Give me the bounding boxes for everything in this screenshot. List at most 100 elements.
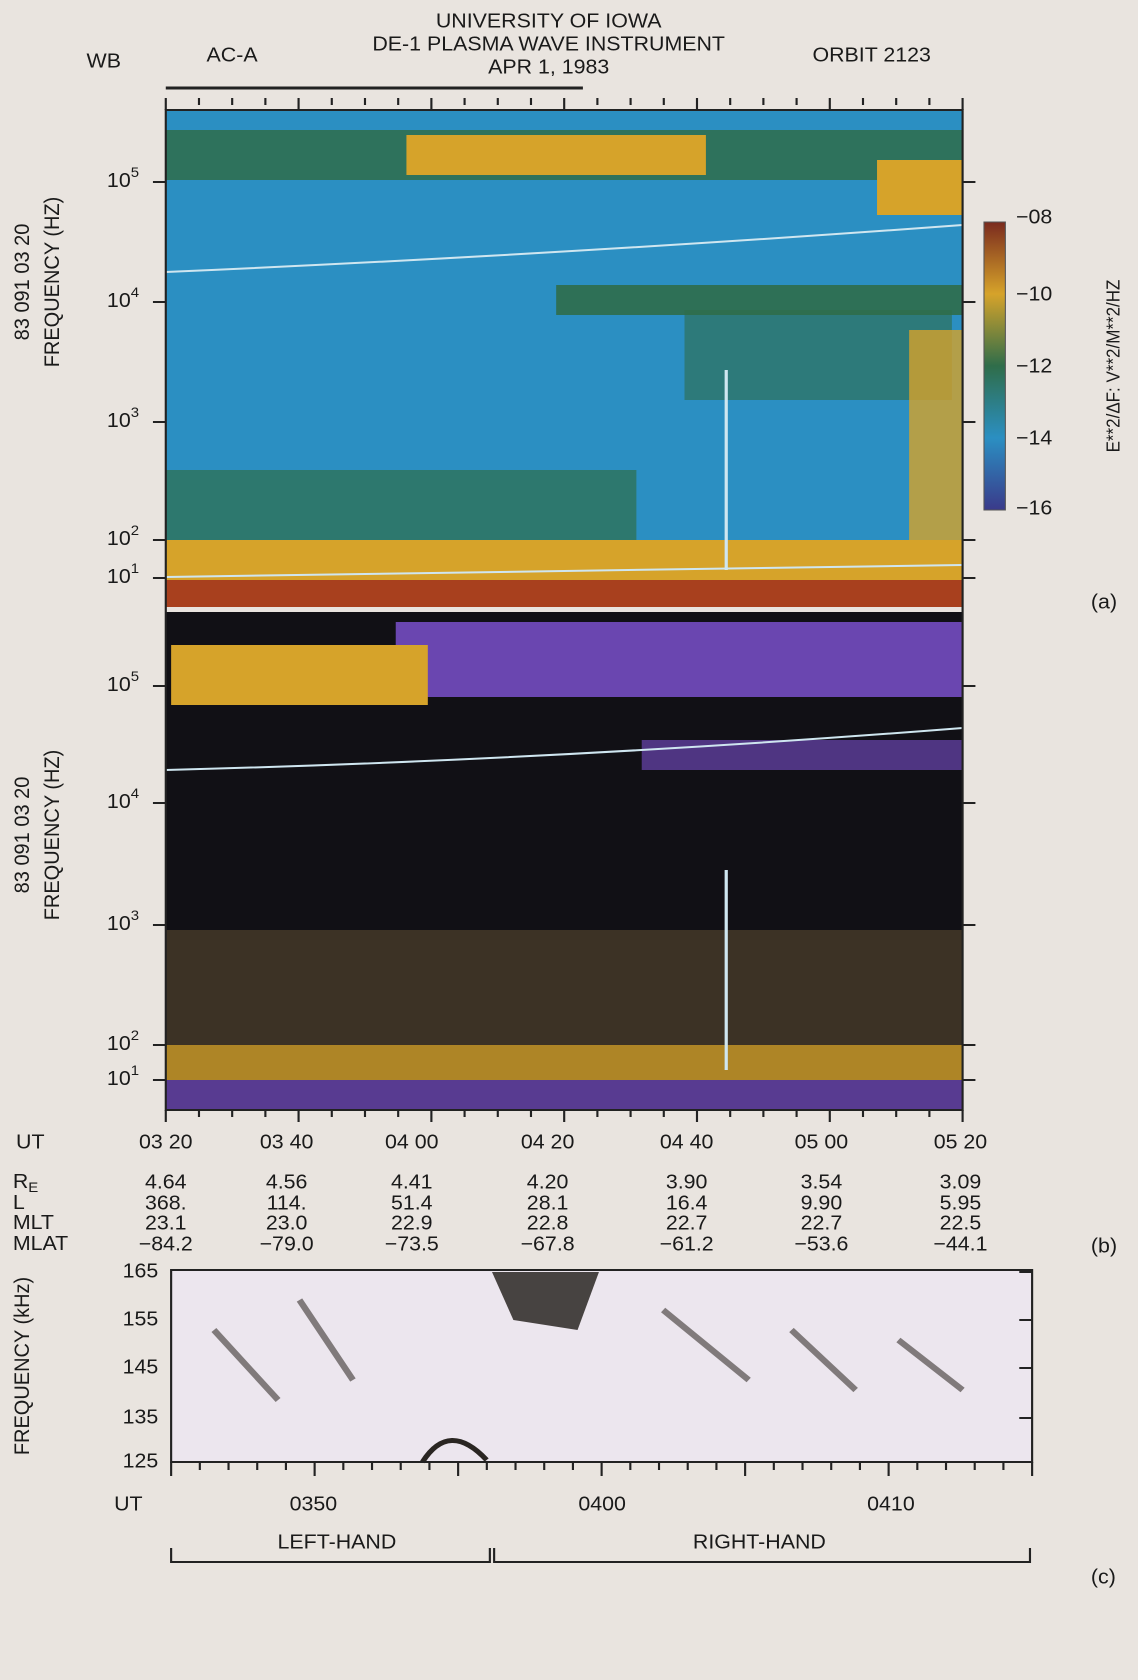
x-tick-label: 0350 bbox=[290, 1493, 338, 1515]
x-tick-label: 0410 bbox=[867, 1493, 915, 1515]
ephemeris-value: −73.5 bbox=[385, 1233, 439, 1255]
handedness-brackets bbox=[170, 1548, 1032, 1563]
title-line: APR 1, 1983 bbox=[488, 56, 609, 78]
y-tick-label: 105 bbox=[107, 165, 139, 192]
y-axis-label: FREQUENCY (HZ) bbox=[41, 750, 65, 921]
label-base: MLAT bbox=[13, 1233, 69, 1255]
title-line: DE-1 PLASMA WAVE INSTRUMENT bbox=[372, 33, 725, 55]
y-tick-label: 103 bbox=[107, 405, 139, 432]
time-tick-label: 04 20 bbox=[521, 1131, 574, 1153]
label-base: R bbox=[13, 1171, 28, 1193]
ephemeris-value: 368. bbox=[145, 1192, 187, 1214]
y-axis-label: FREQUENCY (kHz) bbox=[11, 1277, 35, 1455]
label-base: MLT bbox=[13, 1212, 55, 1234]
mode-label: WB bbox=[87, 50, 121, 72]
ephemeris-value: 22.7 bbox=[801, 1212, 843, 1234]
y-tick-label: 165 bbox=[123, 1260, 159, 1282]
label-subscript: E bbox=[28, 1180, 38, 1195]
ephemeris-value: 16.4 bbox=[666, 1192, 708, 1214]
ephemeris-value: 28.1 bbox=[527, 1192, 569, 1214]
ephemeris-value: −67.8 bbox=[521, 1233, 575, 1255]
colorbar-tick-label: −12 bbox=[1016, 355, 1052, 377]
tick-base: 10 bbox=[107, 791, 131, 813]
x-axis-label: UT bbox=[114, 1493, 143, 1515]
time-tick-label: 05 00 bbox=[795, 1131, 848, 1153]
y-tick-label: 101 bbox=[107, 561, 139, 588]
ephemeris-value: 3.09 bbox=[940, 1171, 982, 1193]
tick-base: 10 bbox=[107, 913, 131, 935]
label-base: L bbox=[13, 1192, 25, 1214]
tick-exponent: 2 bbox=[131, 1028, 139, 1043]
time-axis-label: UT bbox=[16, 1131, 45, 1153]
title-line: UNIVERSITY OF IOWA bbox=[436, 10, 662, 32]
antenna-label: AC-A bbox=[207, 44, 258, 66]
y-tick-label: 125 bbox=[123, 1450, 159, 1472]
ephemeris-value: 22.5 bbox=[940, 1212, 982, 1234]
tick-exponent: 3 bbox=[131, 405, 139, 420]
ephemeris-value: −79.0 bbox=[260, 1233, 314, 1255]
ephemeris-row-label: RE bbox=[13, 1171, 39, 1196]
ephemeris-value: 4.56 bbox=[266, 1171, 308, 1193]
bracket-label: RIGHT-HAND bbox=[693, 1531, 826, 1553]
tick-exponent: 2 bbox=[131, 523, 139, 538]
time-tick-label: 04 40 bbox=[660, 1131, 713, 1153]
ephemeris-row-label: L bbox=[13, 1192, 25, 1214]
ephemeris-value: 23.0 bbox=[266, 1212, 308, 1234]
tick-exponent: 3 bbox=[131, 908, 139, 923]
y-tick-label: 155 bbox=[123, 1308, 159, 1330]
tick-base: 10 bbox=[107, 566, 131, 588]
tick-base: 10 bbox=[107, 410, 131, 432]
y-tick-label: 145 bbox=[123, 1356, 159, 1378]
ephemeris-value: 4.64 bbox=[145, 1171, 187, 1193]
y-tick-label: 135 bbox=[123, 1406, 159, 1428]
colorbar-tick-label: −10 bbox=[1016, 283, 1052, 305]
colorbar-tick-label: −16 bbox=[1016, 497, 1052, 519]
y-tick-label: 104 bbox=[107, 285, 139, 312]
tick-exponent: 5 bbox=[131, 669, 139, 684]
colorbar-tick-label: −14 bbox=[1016, 427, 1052, 449]
y-tick-label: 101 bbox=[107, 1063, 139, 1090]
colorbar-tick-label: −08 bbox=[1016, 206, 1052, 228]
ephemeris-value: 22.7 bbox=[666, 1212, 708, 1234]
ephemeris-value: 23.1 bbox=[145, 1212, 187, 1234]
y-tick-label: 104 bbox=[107, 786, 139, 813]
tick-exponent: 5 bbox=[131, 165, 139, 180]
tick-base: 10 bbox=[107, 674, 131, 696]
ephemeris-value: 3.54 bbox=[801, 1171, 843, 1193]
tick-exponent: 1 bbox=[131, 561, 139, 576]
ephemeris-value: 22.9 bbox=[391, 1212, 433, 1234]
ephemeris-value: 5.95 bbox=[940, 1192, 982, 1214]
ephemeris-value: 22.8 bbox=[527, 1212, 569, 1234]
colorbar-label: E**2/ΔF: V**2/M**2/HZ bbox=[1103, 279, 1124, 452]
y-tick-label: 105 bbox=[107, 669, 139, 696]
ephemeris-value: −44.1 bbox=[933, 1233, 987, 1255]
y-tick-label: 103 bbox=[107, 908, 139, 935]
bracket-label: LEFT-HAND bbox=[278, 1531, 397, 1553]
y-tick-label: 102 bbox=[107, 523, 139, 550]
spectrogram-c bbox=[171, 1270, 1033, 1464]
tick-base: 10 bbox=[107, 1068, 131, 1090]
ephemeris-value: 9.90 bbox=[801, 1192, 843, 1214]
time-tick-label: 03 20 bbox=[139, 1131, 192, 1153]
tick-base: 10 bbox=[107, 290, 131, 312]
colorbar bbox=[983, 221, 1006, 511]
ephemeris-value: 4.41 bbox=[391, 1171, 433, 1193]
x-tick-label: 0400 bbox=[578, 1493, 626, 1515]
time-tick-label: 03 40 bbox=[260, 1131, 313, 1153]
time-tick-label: 05 20 bbox=[934, 1131, 987, 1153]
time-tick-label: 04 00 bbox=[385, 1131, 438, 1153]
ephemeris-row-label: MLT bbox=[13, 1212, 55, 1234]
panel-tag: (a) bbox=[1091, 591, 1117, 613]
tick-base: 10 bbox=[107, 170, 131, 192]
panel-tag: (c) bbox=[1091, 1566, 1116, 1588]
spectrogram-a bbox=[165, 110, 963, 607]
ephemeris-row-label: MLAT bbox=[13, 1233, 69, 1255]
ephemeris-value: −53.6 bbox=[794, 1233, 848, 1255]
y-axis-label: 83 091 03 20 bbox=[11, 777, 35, 894]
ephemeris-value: −84.2 bbox=[139, 1233, 193, 1255]
tick-exponent: 4 bbox=[131, 285, 139, 300]
ephemeris-value: 51.4 bbox=[391, 1192, 433, 1214]
ephemeris-value: 114. bbox=[267, 1192, 307, 1214]
panel-tag: (b) bbox=[1091, 1235, 1117, 1257]
